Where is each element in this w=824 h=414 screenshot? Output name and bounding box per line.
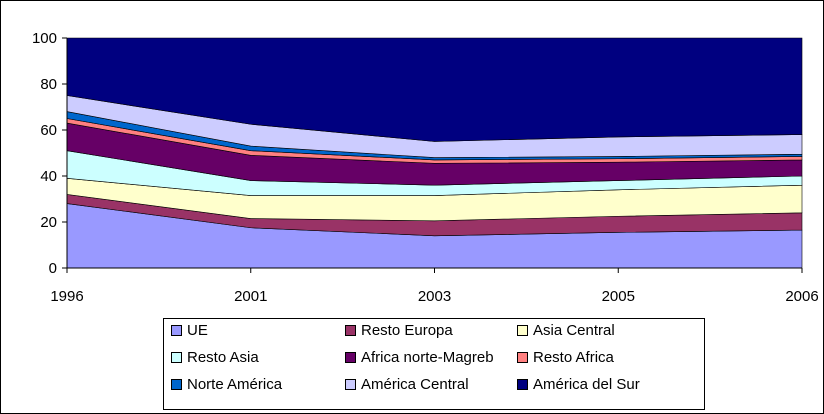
y-tick-label: 20 [40, 214, 57, 231]
legend-item: Resto Europa [345, 320, 453, 340]
legend-item: Africa norte-Magreb [345, 347, 494, 367]
legend-label: América del Sur [533, 375, 640, 393]
legend-item: Resto Africa [517, 347, 614, 367]
legend-swatch [345, 378, 356, 390]
y-tick-label: 0 [49, 260, 57, 277]
legend-label: Resto Asia [187, 348, 259, 366]
legend-item: América del Sur [517, 374, 640, 394]
legend-label: América Central [361, 375, 469, 393]
legend-item: América Central [345, 374, 469, 394]
legend-label: UE [187, 321, 208, 339]
y-tick-label: 100 [32, 30, 57, 47]
legend-label: Resto Africa [533, 348, 614, 366]
x-tick-label: 2001 [234, 288, 267, 305]
legend-label: Norte América [187, 375, 283, 393]
legend-label: Resto Europa [361, 321, 453, 339]
area-america-del-sur [66, 37, 803, 142]
y-tick-label: 40 [40, 168, 57, 185]
legend-swatch [517, 324, 528, 336]
legend-label: Asia Central [533, 321, 615, 339]
x-tick-label: 2003 [418, 288, 451, 305]
legend-item: Asia Central [517, 320, 615, 340]
legend-item: Norte América [171, 374, 282, 394]
legend-swatch [345, 324, 356, 336]
x-tick-label: 2005 [602, 288, 635, 305]
legend-item: UE [171, 320, 208, 340]
legend-swatch [517, 351, 528, 363]
legend-label: Africa norte-Magreb [361, 348, 494, 366]
x-tick-label: 1996 [50, 288, 83, 305]
y-tick-label: 80 [40, 76, 57, 93]
chart-legend: UE Resto Europa Asia Central Resto Asia Afri… [163, 318, 705, 410]
y-tick-label: 60 [40, 122, 57, 139]
legend-swatch [171, 324, 182, 336]
legend-swatch [517, 378, 528, 390]
legend-swatch [171, 351, 182, 363]
x-tick-label: 2006 [785, 288, 818, 305]
legend-item: Resto Asia [171, 347, 259, 367]
legend-swatch [171, 378, 182, 390]
legend-swatch [345, 351, 356, 363]
